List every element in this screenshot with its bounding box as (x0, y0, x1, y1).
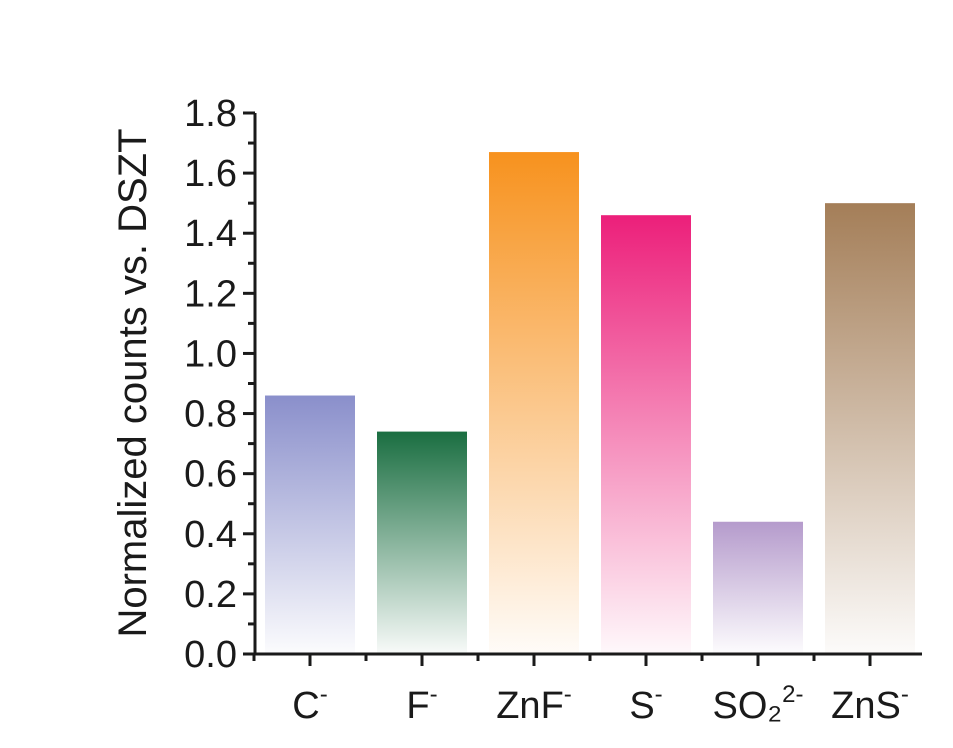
y-tick-label: 0.6 (184, 454, 237, 496)
x-tick-label-base: F (406, 685, 429, 727)
x-tick-label-superscript: - (655, 681, 663, 708)
x-ticks-group: C- F- ZnF- S- SO₂2- ZnS- (252, 654, 909, 727)
x-tick-label-superscript: - (564, 681, 572, 708)
x-tick-label-superscript: 2- (782, 681, 803, 708)
bar-znf (489, 152, 579, 655)
x-tick-label: SO₂2- (713, 681, 804, 727)
x-tick-label: F- (406, 681, 437, 727)
y-tick-label: 1.4 (184, 213, 237, 255)
bars-group (265, 152, 915, 655)
x-tick-label-base: S (629, 685, 654, 727)
x-tick-label: ZnS- (831, 681, 909, 727)
y-tick-label: 1.6 (184, 153, 237, 195)
x-tick-label-base: SO₂ (713, 685, 783, 727)
x-tick-label-superscript: - (901, 681, 909, 708)
bar-zns (825, 203, 915, 654)
x-tick-label-base: ZnS (831, 685, 901, 727)
y-tick-label: 1.8 (184, 93, 237, 135)
x-tick-label-superscript: - (320, 681, 328, 708)
bar-so2 (713, 521, 803, 654)
x-tick-label-base: ZnF (496, 685, 564, 727)
x-tick-label: ZnF- (496, 681, 572, 727)
bar-f (377, 431, 467, 654)
x-tick-label-base: C (292, 685, 319, 727)
y-tick-label: 1.2 (184, 273, 237, 315)
x-tick-label: C- (292, 681, 327, 727)
y-tick-label: 0.8 (184, 394, 237, 436)
x-tick-label-superscript: - (430, 681, 438, 708)
bar-s (601, 215, 691, 654)
y-ticks-group: 0.0 0.2 0.4 0.6 0.8 1.0 1.2 1.4 1.6 1.8 (184, 93, 255, 676)
y-tick-label: 0.0 (184, 634, 237, 676)
y-tick-label: 1.0 (184, 333, 237, 375)
y-tick-label: 0.4 (184, 514, 237, 556)
bar-c (265, 395, 355, 654)
x-tick-label: S- (629, 681, 662, 727)
y-axis-title: Normalized counts vs. DSZT (111, 128, 155, 637)
y-tick-label: 0.2 (184, 574, 237, 616)
